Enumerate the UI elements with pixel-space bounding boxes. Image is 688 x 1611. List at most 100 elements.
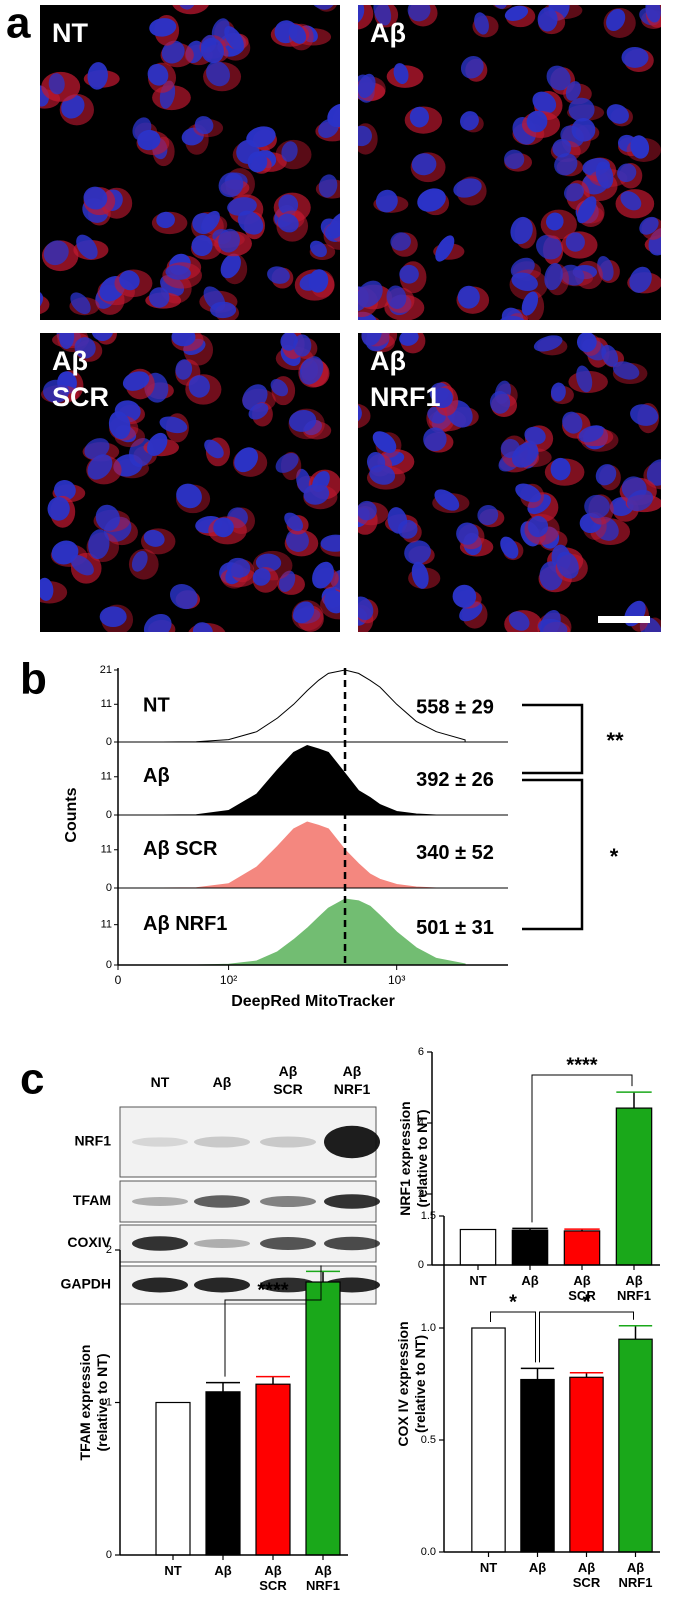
x-tick-label: Aβ NRF1 xyxy=(306,1563,340,1593)
x-tick-label: 10² xyxy=(220,973,237,987)
nucleus xyxy=(407,5,431,22)
x-tick-label-line: Aβ xyxy=(578,1560,595,1575)
nucleus xyxy=(267,266,290,284)
nucleus xyxy=(474,12,489,35)
blot-column-label: Aβ xyxy=(213,1074,232,1090)
x-tick-label-line: Aβ xyxy=(314,1563,331,1578)
nucleus xyxy=(630,135,650,159)
y-axis-label: NRF1 expression(relative to NT) xyxy=(397,1101,430,1215)
nucleus xyxy=(504,149,525,169)
bar xyxy=(520,1378,555,1553)
nucleus xyxy=(515,483,541,503)
blot-column-label-line: Aβ xyxy=(343,1063,362,1079)
nucleus xyxy=(404,540,431,565)
micrograph-label-line: NT xyxy=(52,18,88,48)
band xyxy=(194,1136,250,1148)
nucleus xyxy=(536,234,563,260)
x-tick-label-line: Aβ xyxy=(214,1563,231,1578)
nucleus xyxy=(563,183,584,202)
nucleus xyxy=(87,454,113,480)
y-tick-label: 0 xyxy=(106,959,112,971)
nucleus xyxy=(43,379,70,403)
x-tick-label-line: NT xyxy=(480,1560,497,1575)
nucleus xyxy=(122,371,150,391)
nucleus xyxy=(108,411,131,440)
band xyxy=(260,1136,316,1148)
nucleus xyxy=(327,103,340,128)
nucleus xyxy=(606,8,626,32)
x-tick-label: Aβ SCR xyxy=(259,1563,287,1593)
nucleus xyxy=(53,480,76,501)
significance: * xyxy=(509,1291,517,1313)
nucleus xyxy=(275,453,299,473)
blot-column-label-line: SCR xyxy=(273,1081,303,1097)
x-tick-label-line: SCR xyxy=(259,1578,287,1593)
nucleus xyxy=(532,91,557,114)
bar xyxy=(471,1327,506,1553)
nucleus xyxy=(524,426,546,445)
nucleus xyxy=(328,212,340,239)
y-tick-label: 0 xyxy=(106,809,112,821)
y-axis-label-line: COX IV expression xyxy=(395,1321,411,1446)
nucleus xyxy=(234,447,259,473)
x-tick-label: Aβ SCR xyxy=(573,1560,601,1590)
nucleus xyxy=(70,292,91,315)
nucleus xyxy=(248,403,269,420)
y-axis-label-line: NRF1 expression xyxy=(397,1101,413,1215)
significance: **** xyxy=(566,1054,597,1076)
bar xyxy=(205,1391,241,1556)
stat-label: 558 ± 29 xyxy=(416,696,494,718)
nucleus xyxy=(435,235,455,262)
nucleus xyxy=(417,188,446,212)
panel-label: b xyxy=(20,655,47,704)
band xyxy=(260,1237,316,1250)
nucleus xyxy=(210,301,237,319)
nucleus xyxy=(511,272,538,292)
nucleus xyxy=(434,489,460,511)
blot-row-label: COXIV xyxy=(67,1234,111,1250)
blot-column-label-line: NRF1 xyxy=(334,1081,371,1097)
band xyxy=(132,1197,188,1206)
nucleus xyxy=(560,264,585,286)
red-stain xyxy=(358,403,371,428)
nucleus xyxy=(453,178,482,198)
x-tick-label: NT xyxy=(469,1273,486,1288)
x-tick-label: 0 xyxy=(115,973,122,987)
band xyxy=(132,1236,188,1251)
micrograph-label-line: Aβ xyxy=(52,346,88,376)
significance-bracket xyxy=(224,1265,322,1377)
stat-label: 392 ± 26 xyxy=(416,769,494,791)
y-axis-label: TFAM expression(relative to NT) xyxy=(77,1345,110,1461)
y-tick-label: 1.0 xyxy=(421,1322,436,1334)
band xyxy=(260,1196,316,1207)
nucleus xyxy=(87,62,108,90)
micrograph-label-line: SCR xyxy=(52,382,109,412)
y-tick-label: 0 xyxy=(418,1259,424,1271)
nucleus xyxy=(639,216,659,235)
nucleus xyxy=(308,269,329,293)
x-tick-label: Aβ NRF1 xyxy=(617,1273,651,1303)
nucleus xyxy=(224,26,244,52)
nucleus xyxy=(279,570,296,592)
nucleus xyxy=(40,577,54,601)
y-tick-label: 11 xyxy=(101,698,112,710)
nucleus xyxy=(119,270,140,291)
nucleus xyxy=(47,496,70,521)
red-stain xyxy=(40,295,50,314)
nucleus xyxy=(252,568,271,586)
x-tick-label-line: NRF1 xyxy=(306,1578,340,1593)
nucleus xyxy=(159,416,188,434)
nucleus xyxy=(565,232,585,252)
x-tick-label-line: SCR xyxy=(568,1288,596,1303)
micrograph-label-line: NRF1 xyxy=(370,382,441,412)
nucleus xyxy=(246,126,276,148)
x-tick-label-line: Aβ xyxy=(264,1563,281,1578)
nucleus xyxy=(91,333,114,341)
nucleus xyxy=(149,18,177,37)
histogram xyxy=(162,821,466,889)
nucleus xyxy=(646,459,661,486)
band xyxy=(324,1125,380,1159)
x-axis-label: DeepRed MitoTracker xyxy=(231,993,395,1010)
nucleus xyxy=(411,153,437,176)
band xyxy=(194,1239,250,1248)
